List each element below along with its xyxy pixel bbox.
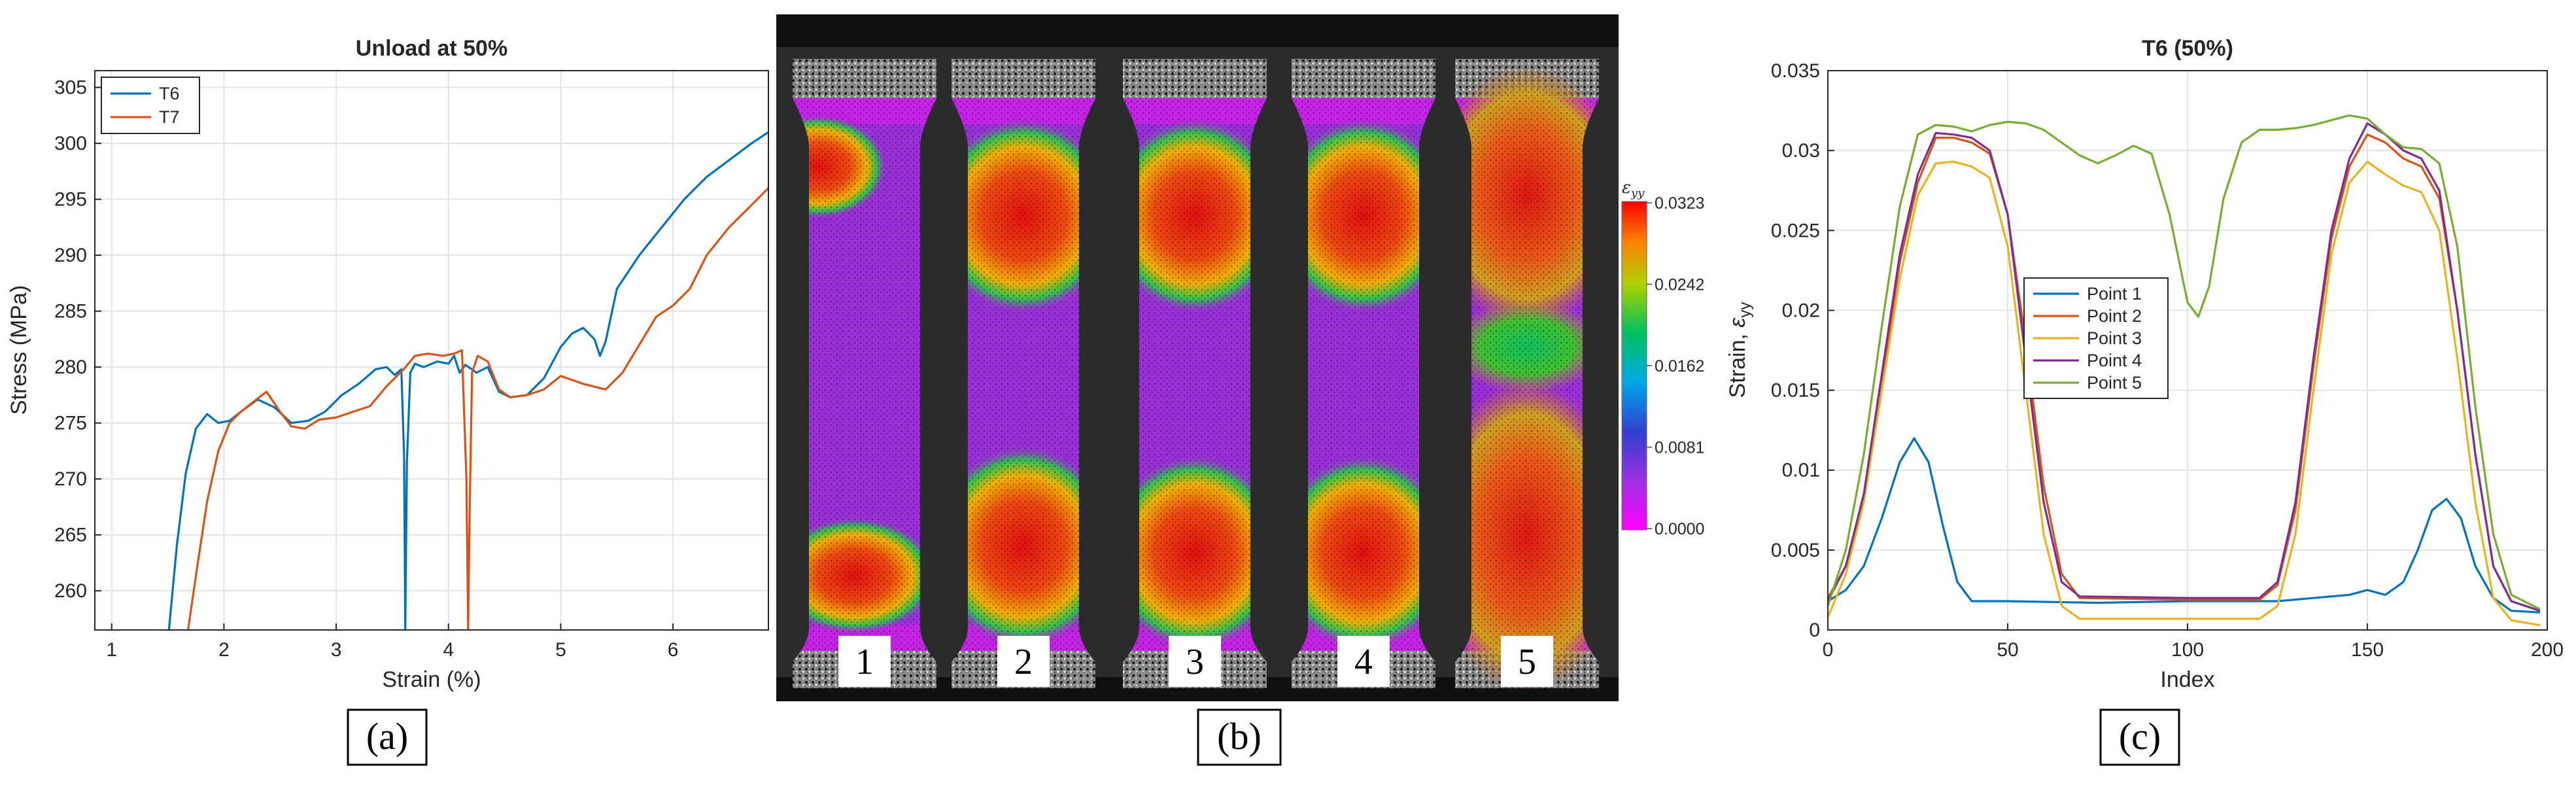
strain-index-chart: 0 50 100 150 200 0 0.005 0.01 0.015 0.02 0.025 0.03…	[1725, 36, 2564, 692]
series-line-point-4	[1828, 122, 2541, 612]
colorbar-ticks: 0.0323 0.0242 0.0162 0.0081 0.0000	[1647, 194, 1704, 538]
x-tick-label: 1	[106, 639, 117, 661]
colorbar	[1621, 201, 1647, 531]
x-tick-label: 200	[2531, 639, 2564, 661]
svg-text:(c): (c)	[2119, 715, 2161, 758]
specimen-label: 4	[1354, 642, 1373, 682]
y-tick-label: 0.03	[1782, 140, 1820, 162]
series-line-t7	[186, 187, 768, 630]
specimen-label-box	[1501, 636, 1553, 687]
panel-label-b: (b)	[1197, 708, 1282, 766]
y-tick-label: 0.01	[1782, 460, 1820, 481]
legend-entry: T6	[159, 84, 180, 103]
y-tick-label: 265	[54, 525, 87, 546]
y-tick-label: 0.025	[1771, 220, 1820, 241]
y-tick-label: 0	[1809, 619, 1820, 641]
x-tick-label: 2	[218, 639, 230, 661]
axes-a: 1 2 3 4 5 6 260 265 270 275 280 285 290 295 300 305	[54, 77, 678, 661]
colorbar-tick-label: 0.0162	[1655, 357, 1704, 375]
x-tick-label: 150	[2351, 639, 2384, 661]
y-tick-label: 0.035	[1771, 60, 1820, 82]
colorbar-label: εyy	[1622, 178, 1645, 200]
chart-title-c: T6 (50%)	[2142, 36, 2233, 61]
colorbar-tick-label: 0.0081	[1655, 439, 1704, 457]
series-line-point-3	[1828, 160, 2541, 627]
colorbar-tick-label: 0.0000	[1655, 520, 1704, 538]
y-tick-label: 305	[54, 77, 87, 99]
y-axis-label-c: Strain, εyy	[1725, 302, 1754, 398]
panel-label-c: (c)	[2099, 708, 2180, 766]
specimen-label: 1	[855, 642, 874, 682]
specimen-4: 4	[1292, 59, 1435, 688]
specimen-label-box	[997, 636, 1050, 687]
grid-a	[95, 71, 768, 630]
y-tick-label: 285	[54, 301, 87, 323]
x-tick-label: 6	[668, 639, 679, 661]
y-tick-label: 280	[54, 357, 87, 378]
specimen-2: 2	[952, 59, 1095, 688]
specimen-label-box	[1337, 636, 1390, 687]
x-axis-label-c: Index	[2160, 667, 2214, 692]
series-lines-a	[167, 131, 768, 630]
specimen-label: 5	[1518, 642, 1536, 682]
chart-title-a: Unload at 50%	[356, 36, 507, 61]
specimen-label: 2	[1014, 642, 1033, 682]
y-axis-label-a: Stress (MPa)	[7, 285, 31, 415]
x-tick-label: 3	[331, 639, 342, 661]
specimen-label-box	[1169, 636, 1221, 687]
strain-field-image: 1 2 3 4 5 εyy 0.0323 0.0242 0.0162 0.0081 0.0000	[776, 14, 1704, 701]
colorbar-tick-label: 0.0242	[1655, 276, 1704, 294]
series-line-point-2	[1828, 133, 2541, 612]
y-tick-label: 275	[54, 413, 87, 434]
specimen-label-box	[838, 636, 891, 687]
legend-entry: Point 3	[2087, 328, 2142, 348]
legend-entry: Point 4	[2087, 351, 2142, 370]
specimen-3: 3	[1123, 59, 1267, 688]
legend-entry: Point 2	[2087, 306, 2142, 326]
y-tick-label: 0.005	[1771, 540, 1820, 561]
x-tick-label: 100	[2171, 639, 2204, 661]
legend-entry: Point 5	[2087, 373, 2142, 392]
x-axis-label-a: Strain (%)	[382, 667, 481, 692]
specimen-1: 1	[793, 59, 936, 688]
series-line-t6	[167, 131, 768, 630]
x-tick-label: 50	[1997, 639, 2018, 661]
svg-text:(a): (a)	[366, 715, 408, 758]
legend-entry: Point 1	[2087, 284, 2142, 304]
y-tick-label: 295	[54, 189, 87, 211]
specimens: 1 2 3 4 5	[793, 59, 1599, 688]
specimen-label: 3	[1186, 642, 1204, 682]
x-tick-label: 5	[555, 639, 566, 661]
svg-text:(b): (b)	[1217, 715, 1262, 758]
y-tick-label: 0.02	[1782, 300, 1820, 321]
legend-entry: T7	[159, 107, 180, 127]
series-line-point-1	[1828, 437, 2541, 614]
y-tick-label: 270	[54, 468, 87, 490]
y-tick-label: 300	[54, 133, 87, 154]
colorbar-tick-label: 0.0323	[1655, 194, 1704, 213]
stress-strain-chart: 1 2 3 4 5 6 260 265 270 275 280 285 290 295 300 305 Unl…	[7, 36, 769, 692]
x-tick-label: 4	[443, 639, 454, 661]
series-line-point-5	[1828, 114, 2541, 610]
y-tick-label: 260	[54, 580, 87, 602]
series-lines-c	[1828, 114, 2541, 627]
specimen-5: 5	[1455, 59, 1599, 688]
panel-label-a: (a)	[347, 708, 428, 766]
x-tick-label: 0	[1823, 639, 1834, 661]
legend-box	[101, 77, 200, 134]
y-tick-label: 0.015	[1771, 380, 1820, 402]
y-tick-label: 290	[54, 245, 87, 266]
axes-c: 0 50 100 150 200 0 0.005 0.01 0.015 0.02 0.025 0.03…	[1771, 60, 2564, 661]
